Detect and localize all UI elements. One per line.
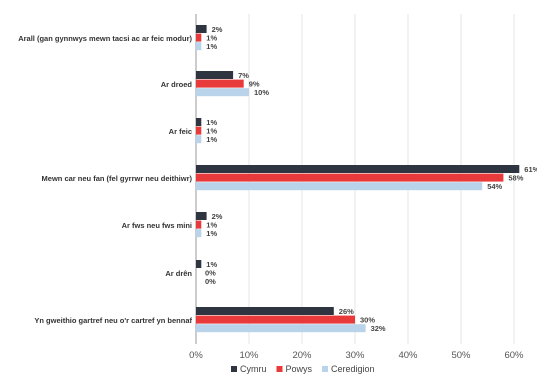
value-label: 1% [206,220,217,229]
x-axis-ticks: 0% 10% 20% 30% 40% 50% 60% [189,350,524,361]
value-labels: 2%1%1%7%9%10%1%1%1%61%58%54%2%1%1%1%0%0%… [205,25,537,333]
bar-powys [196,126,202,135]
legend-label: Ceredigion [331,364,375,374]
value-label: 1% [206,118,217,127]
category-label: Ar drên [165,269,192,278]
x-tick-label: 50% [451,350,471,361]
value-label: 9% [249,79,260,88]
bar-cymru [196,260,202,268]
value-label: 1% [206,135,217,144]
bar-cymru [196,212,207,220]
category-label: Ar fws neu fws mini [122,221,192,230]
legend: Cymru Powys Ceredigion [231,364,375,374]
value-label: 58% [508,173,523,182]
value-label: 30% [360,315,375,324]
value-label: 1% [206,126,217,135]
x-tick-label: 60% [504,350,524,361]
legend-swatch [231,366,237,372]
x-tick-label: 0% [189,350,203,361]
category-label: Arall (gan gynnwys mewn tacsi ac ar feic… [18,34,192,43]
category-label: Ar droed [161,80,193,89]
bar-powys [196,79,244,88]
bar-ceredigion [196,135,202,144]
category-label: Ar feic [169,127,192,136]
bar-ceredigion [196,88,249,97]
x-tick-label: 40% [398,350,418,361]
bar-ceredigion [196,42,202,51]
x-tick-label: 10% [239,350,259,361]
value-label: 1% [206,229,217,238]
value-label: 0% [205,277,216,286]
bar-cymru [196,307,334,315]
legend-swatch [276,366,283,372]
category-label: Mewn car neu fan (fel gyrrwr neu deithiw… [42,174,193,183]
value-label: 2% [212,212,223,221]
bar-powys [196,173,504,182]
value-label: 2% [212,25,223,34]
bar-cymru [196,71,234,79]
value-label: 26% [339,307,354,316]
bar-ceredigion [196,182,483,191]
bar-cymru [196,118,202,126]
value-label: 0% [205,268,216,277]
x-tick-label: 30% [345,350,365,361]
bars [196,25,520,333]
value-label: 1% [206,260,217,269]
category-label: Yn gweithio gartref neu o'r cartref yn b… [34,316,192,325]
value-label: 1% [206,42,217,51]
value-label: 61% [524,165,537,174]
value-label: 7% [238,71,249,80]
bar-powys [196,315,355,324]
legend-swatch [322,366,328,372]
bar-cymru [196,25,207,33]
value-label: 10% [254,88,269,97]
legend-label: Powys [286,364,313,374]
x-tick-label: 20% [292,350,312,361]
bar-powys [196,220,202,229]
value-label: 32% [371,324,386,333]
bar-ceredigion [196,229,202,238]
category-labels: Arall (gan gynnwys mewn tacsi ac ar feic… [18,34,192,325]
bar-cymru [196,165,520,173]
value-label: 54% [487,182,502,191]
bar-ceredigion [196,324,366,333]
legend-label: Cymru [240,364,267,374]
bar-powys [196,33,202,42]
value-label: 1% [206,33,217,42]
